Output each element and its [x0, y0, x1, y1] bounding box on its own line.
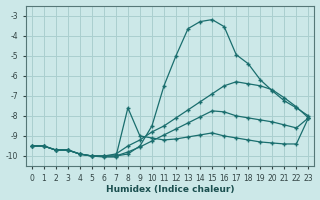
X-axis label: Humidex (Indice chaleur): Humidex (Indice chaleur) — [106, 185, 234, 194]
